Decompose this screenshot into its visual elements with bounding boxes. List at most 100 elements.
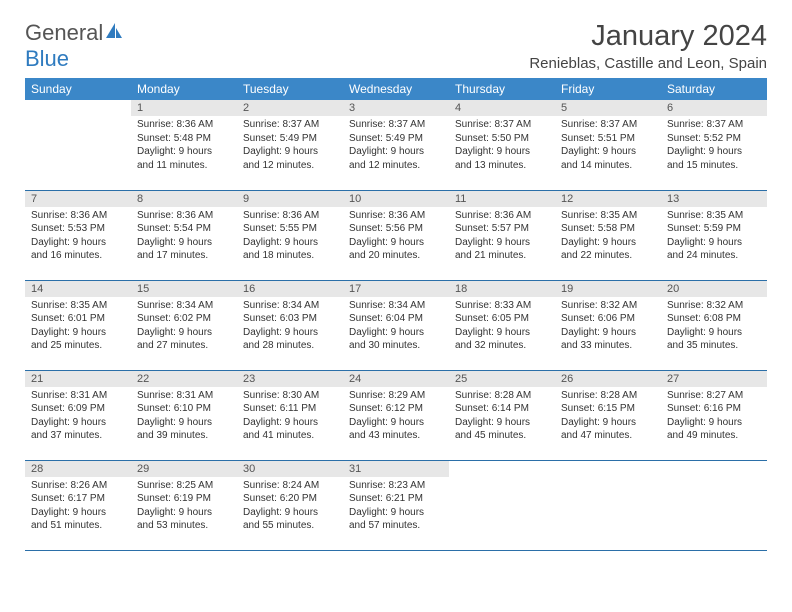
sunset-line: Sunset: 6:06 PM: [561, 312, 655, 326]
sunrise-line: Sunrise: 8:37 AM: [455, 118, 549, 132]
day-number: 30: [237, 461, 343, 477]
day-number: 10: [343, 191, 449, 207]
sunrise-line: Sunrise: 8:33 AM: [455, 299, 549, 313]
header: GeneralBlue January 2024 Renieblas, Cast…: [25, 20, 767, 72]
sunrise-line: Sunrise: 8:24 AM: [243, 479, 337, 493]
calendar-cell: 21Sunrise: 8:31 AMSunset: 6:09 PMDayligh…: [25, 370, 131, 460]
day-body: Sunrise: 8:37 AMSunset: 5:49 PMDaylight:…: [343, 116, 449, 178]
sunrise-line: Sunrise: 8:34 AM: [349, 299, 443, 313]
calendar-body: 1Sunrise: 8:36 AMSunset: 5:48 PMDaylight…: [25, 100, 767, 550]
sunrise-line: Sunrise: 8:29 AM: [349, 389, 443, 403]
sunset-line: Sunset: 6:02 PM: [137, 312, 231, 326]
sunrise-line: Sunrise: 8:32 AM: [561, 299, 655, 313]
calendar-cell: 7Sunrise: 8:36 AMSunset: 5:53 PMDaylight…: [25, 190, 131, 280]
sunrise-line: Sunrise: 8:31 AM: [31, 389, 125, 403]
sunset-line: Sunset: 5:57 PM: [455, 222, 549, 236]
calendar-cell: 10Sunrise: 8:36 AMSunset: 5:56 PMDayligh…: [343, 190, 449, 280]
day-number: 11: [449, 191, 555, 207]
weekday-header: Saturday: [661, 78, 767, 100]
sunset-line: Sunset: 5:51 PM: [561, 132, 655, 146]
calendar-cell: 31Sunrise: 8:23 AMSunset: 6:21 PMDayligh…: [343, 460, 449, 550]
day-number: 23: [237, 371, 343, 387]
day-number: 22: [131, 371, 237, 387]
daylight-line: Daylight: 9 hours and 16 minutes.: [31, 236, 125, 263]
sunrise-line: Sunrise: 8:35 AM: [667, 209, 761, 223]
daylight-line: Daylight: 9 hours and 32 minutes.: [455, 326, 549, 353]
day-body: Sunrise: 8:37 AMSunset: 5:52 PMDaylight:…: [661, 116, 767, 178]
daylight-line: Daylight: 9 hours and 15 minutes.: [667, 145, 761, 172]
daylight-line: Daylight: 9 hours and 55 minutes.: [243, 506, 337, 533]
day-number: 27: [661, 371, 767, 387]
day-number: 17: [343, 281, 449, 297]
calendar-row: 28Sunrise: 8:26 AMSunset: 6:17 PMDayligh…: [25, 460, 767, 550]
day-number: 7: [25, 191, 131, 207]
calendar-cell: [25, 100, 131, 190]
calendar-cell: [449, 460, 555, 550]
calendar-cell: 2Sunrise: 8:37 AMSunset: 5:49 PMDaylight…: [237, 100, 343, 190]
calendar-cell: 4Sunrise: 8:37 AMSunset: 5:50 PMDaylight…: [449, 100, 555, 190]
sunset-line: Sunset: 6:11 PM: [243, 402, 337, 416]
sunset-line: Sunset: 5:55 PM: [243, 222, 337, 236]
day-body: Sunrise: 8:24 AMSunset: 6:20 PMDaylight:…: [237, 477, 343, 539]
daylight-line: Daylight: 9 hours and 12 minutes.: [349, 145, 443, 172]
sunset-line: Sunset: 6:19 PM: [137, 492, 231, 506]
sunrise-line: Sunrise: 8:32 AM: [667, 299, 761, 313]
sunrise-line: Sunrise: 8:34 AM: [137, 299, 231, 313]
day-body: Sunrise: 8:32 AMSunset: 6:08 PMDaylight:…: [661, 297, 767, 359]
calendar-cell: 18Sunrise: 8:33 AMSunset: 6:05 PMDayligh…: [449, 280, 555, 370]
sunset-line: Sunset: 5:50 PM: [455, 132, 549, 146]
sunset-line: Sunset: 5:48 PM: [137, 132, 231, 146]
daylight-line: Daylight: 9 hours and 22 minutes.: [561, 236, 655, 263]
logo-sail-icon: [104, 20, 124, 46]
calendar-cell: 1Sunrise: 8:36 AMSunset: 5:48 PMDaylight…: [131, 100, 237, 190]
sunrise-line: Sunrise: 8:35 AM: [31, 299, 125, 313]
sunrise-line: Sunrise: 8:23 AM: [349, 479, 443, 493]
sunrise-line: Sunrise: 8:28 AM: [455, 389, 549, 403]
sunrise-line: Sunrise: 8:37 AM: [561, 118, 655, 132]
day-number: 4: [449, 100, 555, 116]
day-body: Sunrise: 8:36 AMSunset: 5:56 PMDaylight:…: [343, 207, 449, 269]
calendar-cell: [555, 460, 661, 550]
daylight-line: Daylight: 9 hours and 43 minutes.: [349, 416, 443, 443]
day-number: 20: [661, 281, 767, 297]
day-number: 29: [131, 461, 237, 477]
sunrise-line: Sunrise: 8:30 AM: [243, 389, 337, 403]
sunrise-line: Sunrise: 8:34 AM: [243, 299, 337, 313]
calendar-cell: 25Sunrise: 8:28 AMSunset: 6:14 PMDayligh…: [449, 370, 555, 460]
calendar-cell: [661, 460, 767, 550]
sunset-line: Sunset: 5:52 PM: [667, 132, 761, 146]
day-body: Sunrise: 8:36 AMSunset: 5:55 PMDaylight:…: [237, 207, 343, 269]
calendar-cell: 12Sunrise: 8:35 AMSunset: 5:58 PMDayligh…: [555, 190, 661, 280]
calendar-cell: 27Sunrise: 8:27 AMSunset: 6:16 PMDayligh…: [661, 370, 767, 460]
sunrise-line: Sunrise: 8:36 AM: [137, 209, 231, 223]
day-body: Sunrise: 8:34 AMSunset: 6:04 PMDaylight:…: [343, 297, 449, 359]
day-body: Sunrise: 8:28 AMSunset: 6:14 PMDaylight:…: [449, 387, 555, 449]
daylight-line: Daylight: 9 hours and 51 minutes.: [31, 506, 125, 533]
weekday-header: Thursday: [449, 78, 555, 100]
daylight-line: Daylight: 9 hours and 28 minutes.: [243, 326, 337, 353]
day-body: Sunrise: 8:23 AMSunset: 6:21 PMDaylight:…: [343, 477, 449, 539]
day-body: Sunrise: 8:36 AMSunset: 5:54 PMDaylight:…: [131, 207, 237, 269]
sunset-line: Sunset: 6:20 PM: [243, 492, 337, 506]
sunrise-line: Sunrise: 8:27 AM: [667, 389, 761, 403]
sunset-line: Sunset: 5:56 PM: [349, 222, 443, 236]
sunset-line: Sunset: 6:09 PM: [31, 402, 125, 416]
day-body: Sunrise: 8:35 AMSunset: 5:58 PMDaylight:…: [555, 207, 661, 269]
calendar-cell: 9Sunrise: 8:36 AMSunset: 5:55 PMDaylight…: [237, 190, 343, 280]
day-number: 24: [343, 371, 449, 387]
sunset-line: Sunset: 5:49 PM: [349, 132, 443, 146]
calendar-cell: 16Sunrise: 8:34 AMSunset: 6:03 PMDayligh…: [237, 280, 343, 370]
calendar-cell: 5Sunrise: 8:37 AMSunset: 5:51 PMDaylight…: [555, 100, 661, 190]
daylight-line: Daylight: 9 hours and 13 minutes.: [455, 145, 549, 172]
day-body: Sunrise: 8:27 AMSunset: 6:16 PMDaylight:…: [661, 387, 767, 449]
daylight-line: Daylight: 9 hours and 35 minutes.: [667, 326, 761, 353]
sunset-line: Sunset: 6:16 PM: [667, 402, 761, 416]
calendar-cell: 6Sunrise: 8:37 AMSunset: 5:52 PMDaylight…: [661, 100, 767, 190]
sunset-line: Sunset: 5:59 PM: [667, 222, 761, 236]
day-body: Sunrise: 8:33 AMSunset: 6:05 PMDaylight:…: [449, 297, 555, 359]
day-body: Sunrise: 8:26 AMSunset: 6:17 PMDaylight:…: [25, 477, 131, 539]
day-body: Sunrise: 8:37 AMSunset: 5:50 PMDaylight:…: [449, 116, 555, 178]
daylight-line: Daylight: 9 hours and 41 minutes.: [243, 416, 337, 443]
day-number: 8: [131, 191, 237, 207]
location: Renieblas, Castille and Leon, Spain: [529, 55, 767, 72]
